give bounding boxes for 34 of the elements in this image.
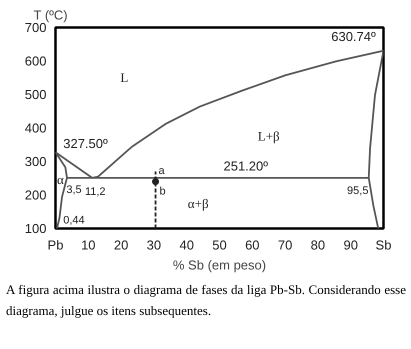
annotation: L+β	[258, 128, 280, 144]
x-tick-label: 70	[278, 238, 292, 252]
y-tick-label: 300	[24, 154, 47, 169]
y-tick-label: 100	[24, 221, 47, 236]
x-tick-label: 80	[310, 238, 326, 252]
text: A figura acima ilustra o diagrama de fases da liga Pb-Sb. Considerando esse diagrama, julgue os itens subsequentes.	[6, 281, 406, 320]
x-tick-label: Sb	[376, 238, 392, 252]
x-tick-label: 60	[245, 238, 260, 252]
annotation: α	[57, 172, 64, 187]
annotation: 251.20º	[223, 158, 268, 174]
annotation: 11,2	[84, 186, 106, 198]
annotation: 0,44	[63, 214, 85, 226]
x-axis-title: % Sb (em peso)	[172, 258, 266, 272]
x-tick-label: Pb	[48, 238, 64, 252]
x-tick-label: 50	[212, 238, 227, 252]
x-tick-label: 90	[343, 238, 358, 252]
annotation: b	[159, 186, 166, 198]
annotation: α+β	[188, 196, 209, 212]
x-tick-label: 30	[146, 238, 162, 252]
y-tick-label: 400	[24, 120, 47, 136]
x-tick-label: 40	[179, 238, 194, 252]
y-tick-label: 700	[24, 20, 47, 35]
y-tick-label: 500	[24, 87, 47, 102]
x-tick-label: 10	[81, 238, 96, 252]
annotation: a	[158, 164, 166, 177]
y-tick-label: 200	[24, 188, 47, 202]
annotation: 3,5	[66, 184, 82, 196]
x-tick-label: 20	[114, 238, 128, 252]
y-tick-label: 600	[24, 54, 47, 68]
annotation: L	[120, 70, 128, 85]
annotation: 630.74º	[331, 29, 376, 44]
y-axis-title: T (ºC)	[34, 8, 68, 22]
annotation: 95,5	[347, 184, 368, 197]
annotation: 327.50º	[63, 136, 108, 151]
